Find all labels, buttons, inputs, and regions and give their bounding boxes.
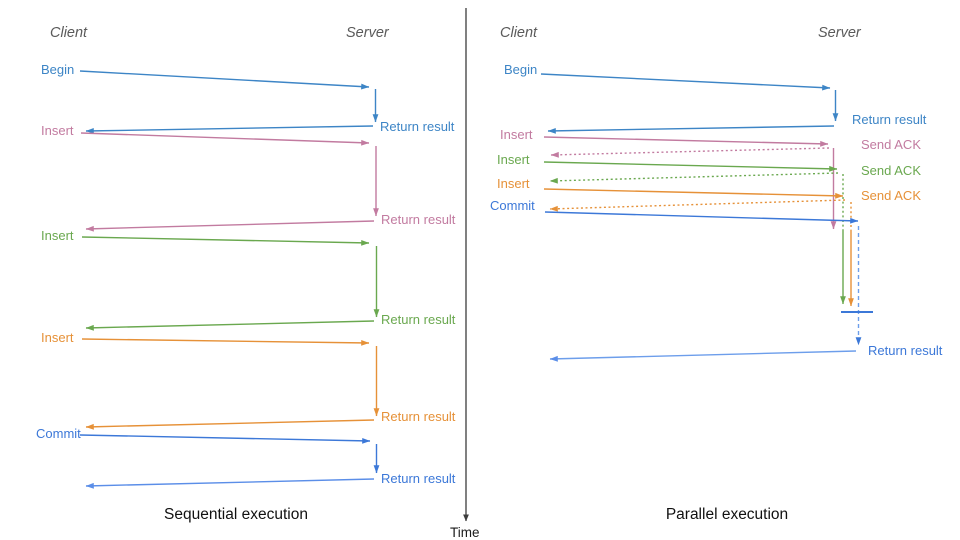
seq-begin-request-arrow	[79, 70, 370, 90]
par-insert1-ack-dotted-arrow	[550, 147, 830, 158]
seq-begin-return-arrow	[85, 125, 374, 134]
seq-insert2-request-arrow	[81, 236, 370, 246]
par-begin-return-arrow	[547, 125, 835, 134]
par-final-return-arrow	[549, 350, 857, 362]
par-begin-label: Begin	[504, 62, 538, 77]
parallel-lines	[540, 73, 873, 362]
par-insert2-ack-dotted-arrow	[549, 172, 839, 184]
par-insert2-label: Insert	[497, 152, 530, 167]
seq-server-column-label: Server	[346, 25, 389, 41]
par-insert1-request-arrow	[543, 136, 829, 147]
par-final-return-result-label: Return result	[868, 343, 943, 358]
par-insert1-label: Insert	[500, 127, 533, 142]
time-axis-label: Time	[450, 525, 480, 540]
sequential-lines	[79, 70, 380, 489]
seq-client-column-label: Client	[50, 25, 88, 41]
seq-commit-label: Commit	[36, 426, 81, 441]
par-server-column-label: Server	[818, 25, 861, 41]
par-send-ack-label-1: Send ACK	[861, 137, 921, 152]
par-client-column-label: Client	[500, 25, 538, 41]
seq-insert1-label: Insert	[41, 123, 74, 138]
par-insert3-ack-dotted-arrow	[549, 199, 846, 212]
seq-return-result-label-4: Return result	[381, 409, 456, 424]
seq-return-result-label-5: Return result	[381, 471, 456, 486]
seq-insert3-return-arrow	[85, 419, 375, 430]
seq-begin-label: Begin	[41, 62, 75, 77]
seq-return-result-label-2: Return result	[381, 212, 456, 227]
seq-insert2-label: Insert	[41, 228, 74, 243]
seq-return-result-label-3: Return result	[381, 312, 456, 327]
seq-return-result-label-1: Return result	[380, 119, 455, 134]
par-send-ack-label-2: Send ACK	[861, 163, 921, 178]
par-commit-request-arrow	[544, 211, 859, 224]
seq-insert1-return-arrow	[85, 220, 375, 232]
seq-commit-request-arrow	[79, 434, 371, 444]
parallel-execution-title: Parallel execution	[665, 506, 789, 523]
par-begin-request-arrow	[540, 73, 831, 91]
seq-commit-return-arrow	[85, 478, 375, 489]
par-insert2-request-arrow	[543, 161, 838, 172]
par-commit-label: Commit	[490, 198, 535, 213]
par-return-result-label-1: Return result	[852, 112, 927, 127]
par-insert3-label: Insert	[497, 176, 530, 191]
seq-insert1-request-arrow	[80, 132, 370, 146]
par-insert3-request-arrow	[543, 188, 844, 199]
seq-insert2-return-arrow	[85, 320, 375, 331]
par-send-ack-label-3: Send ACK	[861, 188, 921, 203]
seq-insert3-request-arrow	[81, 338, 370, 346]
sequential-execution-title: Sequential execution	[164, 506, 308, 523]
seq-insert3-label: Insert	[41, 330, 74, 345]
